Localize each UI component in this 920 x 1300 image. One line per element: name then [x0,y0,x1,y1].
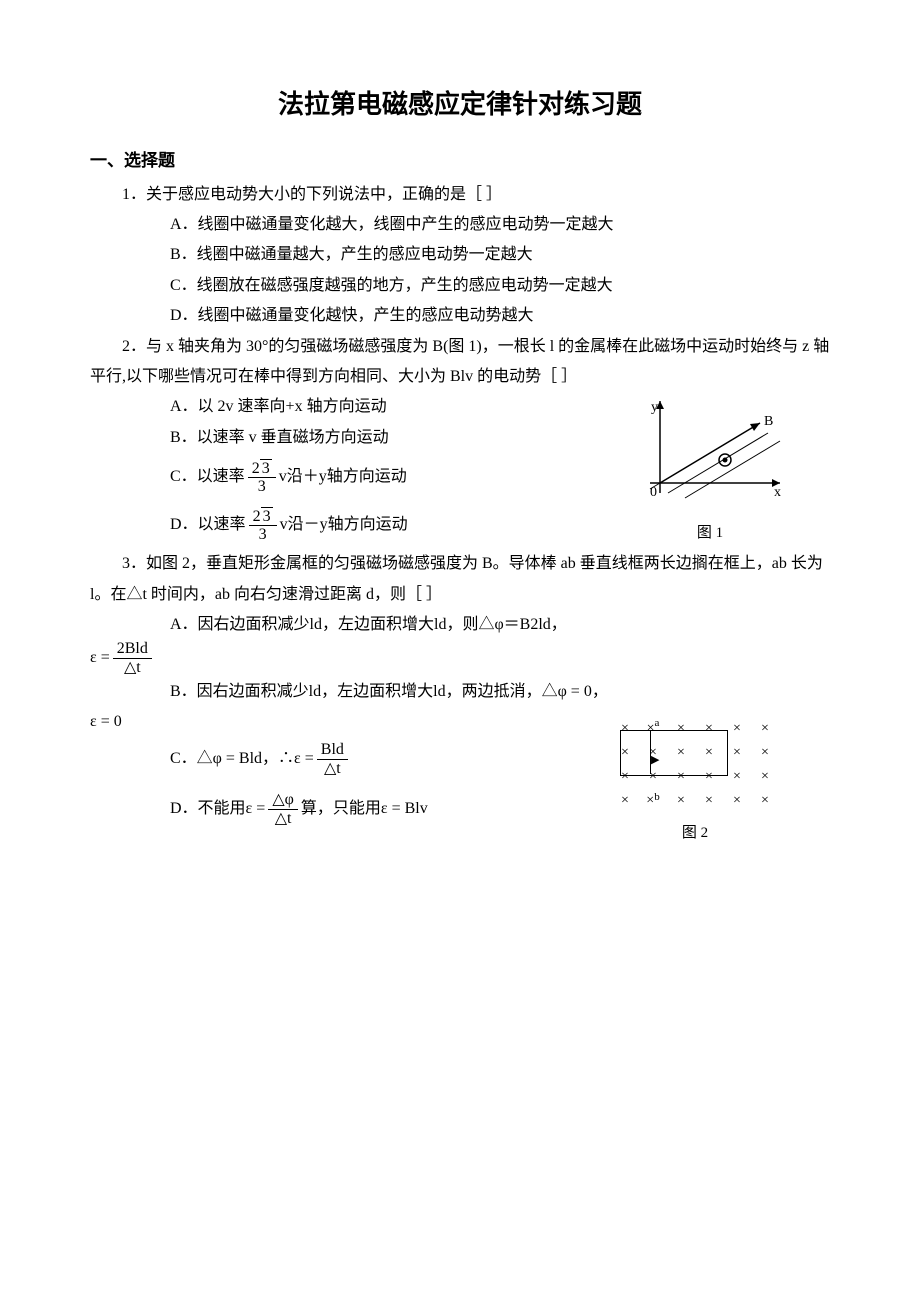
fraction-icon: Bld △t [317,741,348,777]
frac-num: △φ [268,791,298,810]
epsilon-eq: ε = [90,643,110,673]
frac-den: 3 [254,478,270,496]
fraction-icon: 23 3 [248,459,276,496]
figure-1: 0 y x B 图 1 [620,393,800,548]
q3-d-post: 算，只能用ε = Blv [301,794,428,824]
q2-d-post: v沿－y轴方向运动 [280,510,408,540]
q1-option-c: C．线圈放在磁感强度越强的地方，产生的感应电动势一定越大 [90,271,830,301]
label-b: b [654,787,660,808]
q3-stem: 3．如图 2，垂直矩形金属框的匀强磁场磁感强度为 B。导体棒 ab 垂直线框两长… [90,549,830,610]
svg-text:B: B [764,414,773,429]
svg-text:0: 0 [650,485,657,500]
arrow-right-icon: ▶ [651,750,659,771]
q3-d-pre: D．不能用ε = [170,794,265,824]
q3-option-b-line1: B．因右边面积减少ld，左边面积增大ld，两边抵消，△φ = 0， [90,677,830,707]
q1-stem: 1．关于感应电动势大小的下列说法中，正确的是［ ］ [90,180,830,210]
fraction-icon: 23 3 [249,507,277,544]
figure-1-caption: 图 1 [620,519,800,548]
figure-2: ××a×××× ×××××× ×××××× ××b×××× ▶ 图 2 [590,717,800,848]
svg-text:y: y [651,400,658,415]
sqrt-icon: 3 [260,459,272,478]
frac-num: 2 [253,508,261,525]
fraction-icon: 2Bld △t [113,640,152,676]
rect-frame-icon [620,730,728,776]
figure-2-caption: 图 2 [590,819,800,848]
frac-den: △t [120,659,145,677]
q2-c-pre: C．以速率 [170,462,245,492]
frac-den: 3 [255,526,271,544]
q1-option-b: B．线圈中磁通量越大，产生的感应电动势一定越大 [90,240,830,270]
section-heading: 一、选择题 [90,145,830,177]
q3-c-pre: C．△φ = Bld，∴ε = [170,744,314,774]
svg-text:x: x [774,485,781,500]
page-title: 法拉第电磁感应定律针对练习题 [90,80,830,129]
frac-den: △t [271,810,296,828]
q3-option-a-line2: ε = 2Bld △t [90,640,830,676]
q2-d-pre: D．以速率 [170,510,246,540]
frac-num: 2 [252,460,260,477]
q1-option-d: D．线圈中磁通量变化越快，产生的感应电动势越大 [90,301,830,331]
q1-option-a: A．线圈中磁通量变化越大，线圈中产生的感应电动势一定越大 [90,210,830,240]
q2-stem: 2．与 x 轴夹角为 30°的匀强磁场磁感强度为 B(图 1)，一根长 l 的金… [90,332,830,393]
sqrt-icon: 3 [261,507,273,526]
frac-num: 2Bld [113,640,152,659]
frac-den: △t [320,760,345,778]
q3-option-a-line1: A．因右边面积减少ld，左边面积增大ld，则△φ＝B2ld， [90,610,830,640]
fraction-icon: △φ △t [268,791,298,827]
frac-num: Bld [317,741,348,760]
q2-c-post: v沿＋y轴方向运动 [279,462,407,492]
